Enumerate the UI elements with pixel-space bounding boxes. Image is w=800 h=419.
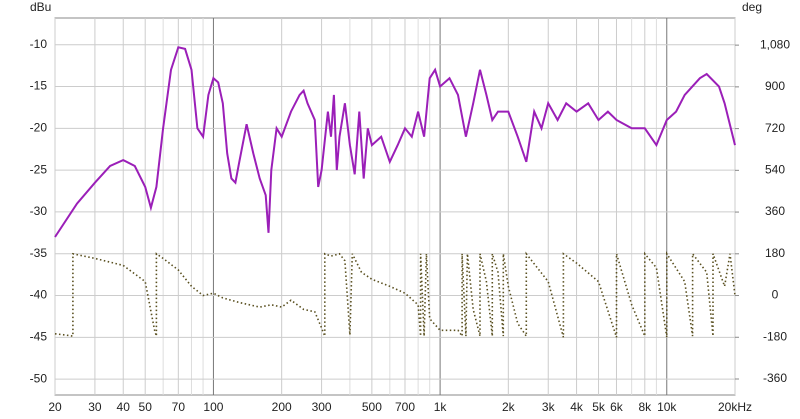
y2-tick-label: 360: [765, 204, 785, 218]
y2-tick-label: -360: [763, 371, 787, 385]
x-tick-label: 50: [139, 400, 153, 414]
x-tick-label: 200: [272, 400, 292, 414]
x-tick-label: 1k: [434, 400, 448, 414]
y2-tick-label: 180: [765, 246, 785, 260]
x-tick-label: 300: [312, 400, 332, 414]
y-axis-label: dBu: [30, 0, 51, 14]
y2-tick-label: 720: [765, 121, 785, 135]
y-tick-label: -15: [30, 79, 48, 93]
plot-frame: [54, 17, 736, 396]
y2-tick-label: 1,080: [760, 37, 790, 51]
series-line: [54, 251, 736, 339]
x-tick-label: 2k: [502, 400, 516, 414]
x-tick-label: 20kHz: [718, 400, 752, 414]
x-tick-label: 5k: [592, 400, 606, 414]
x-tick-label: 4k: [570, 400, 584, 414]
series-line: [54, 46, 736, 238]
x-tick-label: 500: [362, 400, 382, 414]
x-tick-label: 100: [203, 400, 223, 414]
y2-axis-label: deg: [742, 0, 762, 14]
x-tick-label: 8k: [638, 400, 652, 414]
y-tick-label: -20: [30, 121, 48, 135]
y-tick-label: -10: [30, 37, 48, 51]
x-tick-label: 20: [48, 400, 62, 414]
x-tick-label: 3k: [542, 400, 556, 414]
y-tick-label: -45: [30, 329, 48, 343]
y-tick-label: -25: [30, 162, 48, 176]
y2-tick-label: -180: [763, 329, 787, 343]
x-tick-label: 6k: [610, 400, 624, 414]
x-tick-label: 40: [117, 400, 131, 414]
x-tick-label: 10k: [657, 400, 677, 414]
y-tick-label: -50: [30, 371, 48, 385]
y2-tick-label: 0: [772, 288, 779, 302]
y-tick-label: -40: [30, 288, 48, 302]
x-tick-label: 30: [88, 400, 102, 414]
y-tick-label: -30: [30, 204, 48, 218]
x-tick-label: 70: [172, 400, 186, 414]
x-tick-label: 700: [395, 400, 415, 414]
y2-tick-label: 900: [765, 79, 785, 93]
y-tick-label: -35: [30, 246, 48, 260]
y2-tick-label: 540: [765, 163, 785, 177]
